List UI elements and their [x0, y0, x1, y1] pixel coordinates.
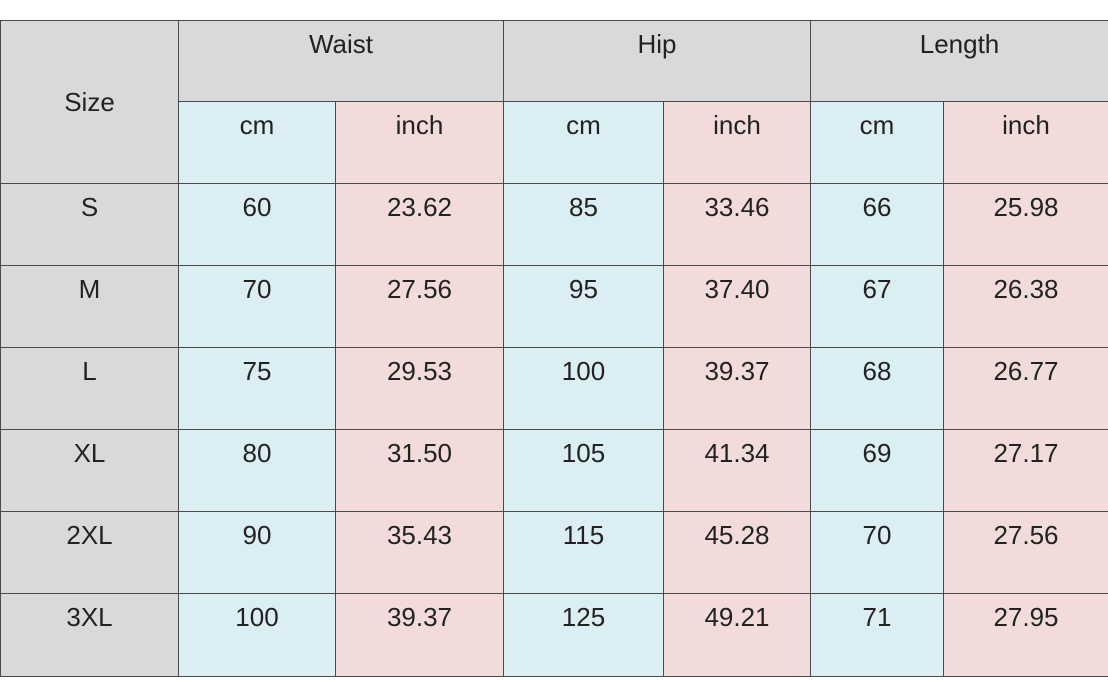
- measure-value: 29.53: [335, 347, 504, 430]
- group-header: Waist: [178, 20, 504, 102]
- measure-value: 31.50: [335, 429, 504, 512]
- measure-value: 26.77: [943, 347, 1108, 430]
- measure-value: 27.56: [335, 265, 504, 348]
- measure-value: 45.28: [663, 511, 811, 594]
- measure-value: 25.98: [943, 183, 1108, 266]
- unit-header: cm: [178, 101, 336, 184]
- measure-value: 26.38: [943, 265, 1108, 348]
- unit-header: inch: [663, 101, 811, 184]
- measure-value: 66: [810, 183, 944, 266]
- measure-value: 37.40: [663, 265, 811, 348]
- measure-value: 60: [178, 183, 336, 266]
- measure-value: 105: [503, 429, 664, 512]
- measure-value: 69: [810, 429, 944, 512]
- measure-value: 80: [178, 429, 336, 512]
- measure-value: 70: [810, 511, 944, 594]
- measure-value: 115: [503, 511, 664, 594]
- measure-value: 125: [503, 593, 664, 677]
- group-header: Hip: [503, 20, 811, 102]
- measure-value: 68: [810, 347, 944, 430]
- measure-value: 100: [178, 593, 336, 677]
- measure-value: 49.21: [663, 593, 811, 677]
- measure-value: 41.34: [663, 429, 811, 512]
- measure-value: 23.62: [335, 183, 504, 266]
- size-label: L: [0, 347, 179, 430]
- measure-value: 70: [178, 265, 336, 348]
- size-label: XL: [0, 429, 179, 512]
- measure-value: 39.37: [335, 593, 504, 677]
- size-label: 3XL: [0, 593, 179, 677]
- unit-header: inch: [335, 101, 504, 184]
- unit-header: cm: [503, 101, 664, 184]
- measure-value: 39.37: [663, 347, 811, 430]
- size-header: Size: [0, 20, 179, 184]
- size-label: 2XL: [0, 511, 179, 594]
- measure-value: 71: [810, 593, 944, 677]
- measure-value: 33.46: [663, 183, 811, 266]
- unit-header: inch: [943, 101, 1108, 184]
- measure-value: 67: [810, 265, 944, 348]
- group-header: Length: [810, 20, 1108, 102]
- unit-header: cm: [810, 101, 944, 184]
- measure-value: 95: [503, 265, 664, 348]
- measure-value: 90: [178, 511, 336, 594]
- measure-value: 100: [503, 347, 664, 430]
- measure-value: 85: [503, 183, 664, 266]
- size-label: S: [0, 183, 179, 266]
- measure-value: 27.17: [943, 429, 1108, 512]
- measure-value: 75: [178, 347, 336, 430]
- measure-value: 35.43: [335, 511, 504, 594]
- size-label: M: [0, 265, 179, 348]
- measure-value: 27.56: [943, 511, 1108, 594]
- measure-value: 27.95: [943, 593, 1108, 677]
